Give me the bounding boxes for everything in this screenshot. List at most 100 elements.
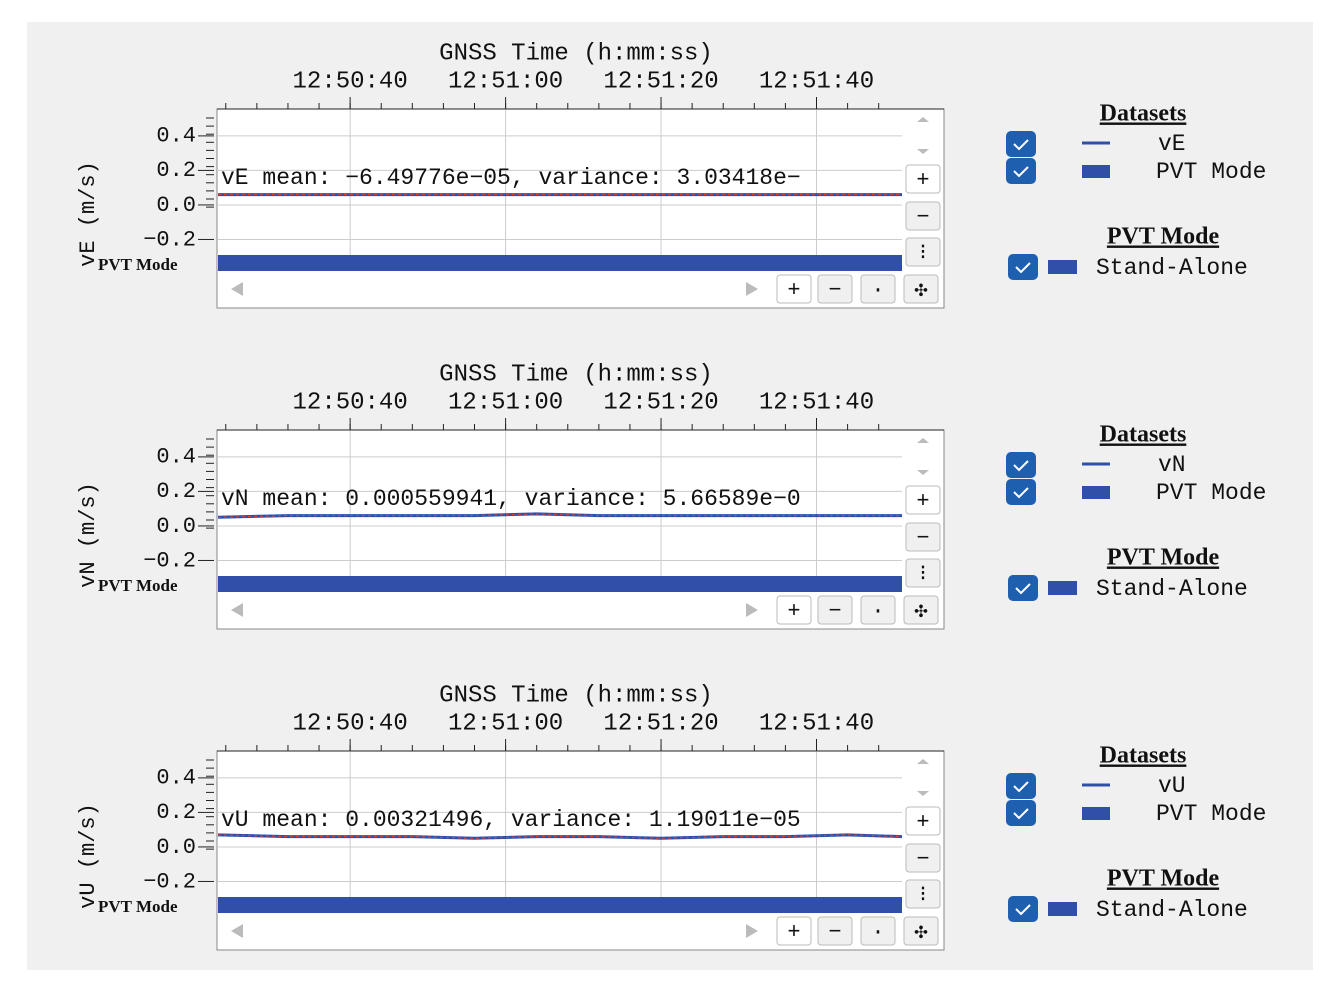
checkbox[interactable] [1006, 479, 1036, 505]
zoom-button[interactable] [817, 274, 853, 304]
zoom-button[interactable] [905, 879, 941, 909]
legend-title: PVT Mode [1107, 545, 1220, 571]
y-tick-label: 0.2 [156, 800, 196, 825]
y-tick-label: 0.0 [156, 514, 196, 539]
zoom-icon: ✣ [914, 920, 927, 945]
y-tick-label: 0.2 [156, 158, 196, 183]
x-tick-label: 12:51:40 [759, 389, 874, 416]
zoom-button[interactable] [903, 916, 939, 946]
legend-label: vN [1158, 452, 1186, 478]
scroll-up[interactable] [917, 438, 929, 443]
zoom-button[interactable] [860, 595, 896, 625]
y-tick-label: −0.2 [143, 548, 196, 573]
zoom-button[interactable] [903, 274, 939, 304]
x-tick-label: 12:50:40 [293, 710, 408, 737]
zoom-icon: ⁝ [920, 562, 927, 587]
zoom-icon: − [828, 599, 841, 624]
scroll-left[interactable] [231, 603, 243, 617]
legend-label: PVT Mode [1156, 801, 1266, 827]
y-tick-label: 0.0 [156, 193, 196, 218]
band-label: PVT Mode [98, 255, 178, 274]
zoom-button[interactable] [905, 164, 941, 194]
zoom-button[interactable] [860, 916, 896, 946]
zoom-icon: ✣ [914, 278, 927, 303]
scroll-left[interactable] [231, 282, 243, 296]
x-tick-label: 12:51:40 [759, 710, 874, 737]
legend-title: PVT Mode [1107, 224, 1220, 250]
check-mark [1013, 487, 1029, 499]
legend-title: PVT Mode [1107, 866, 1220, 892]
zoom-icon: · [871, 920, 884, 945]
scroll-up[interactable] [917, 759, 929, 764]
y-tick-label: −0.2 [143, 869, 196, 894]
legend-swatch [1082, 807, 1110, 820]
scroll-right[interactable] [746, 603, 758, 617]
x-tick-label: 12:50:40 [293, 389, 408, 416]
zoom-icon: − [916, 847, 929, 872]
zoom-button[interactable] [903, 595, 939, 625]
zoom-button[interactable] [905, 806, 941, 836]
checkbox[interactable] [1006, 800, 1036, 826]
plot-panel: GNSS Time (h:mm:ss) 12:50:40 12:51:00 12:51… [76, 361, 1266, 630]
check-mark [1015, 262, 1031, 274]
checkbox[interactable] [1006, 158, 1036, 184]
checkbox[interactable] [1006, 131, 1036, 157]
pvt-band [218, 576, 902, 592]
zoom-icon: − [916, 205, 929, 230]
zoom-button[interactable] [905, 522, 941, 552]
legend-label: Stand-Alone [1096, 255, 1248, 281]
y-tick-label: 0.4 [156, 445, 196, 470]
x-axis-title: GNSS Time (h:mm:ss) [439, 361, 713, 388]
zoom-icon: ✣ [914, 599, 927, 624]
zoom-button[interactable] [817, 595, 853, 625]
zoom-icon: · [871, 278, 884, 303]
y-axis-label: vU (m/s) [76, 803, 101, 909]
zoom-icon: ⁝ [920, 241, 927, 266]
zoom-icon: · [871, 599, 884, 624]
zoom-icon: + [787, 920, 800, 945]
y-tick-label: −0.2 [143, 227, 196, 252]
statistics-annotation: vE mean: −6.49776e−05, variance: 3.03418… [221, 165, 801, 191]
check-mark [1013, 781, 1029, 793]
checkbox[interactable] [1008, 254, 1038, 280]
x-tick-label: 12:50:40 [293, 68, 408, 95]
data-line-overlay [217, 513, 902, 518]
checkbox[interactable] [1006, 773, 1036, 799]
scroll-right[interactable] [746, 924, 758, 938]
x-tick-label: 12:51:20 [603, 710, 718, 737]
scroll-up[interactable] [917, 117, 929, 122]
zoom-button[interactable] [905, 558, 941, 588]
legend-swatch [1048, 581, 1077, 595]
zoom-button[interactable] [817, 916, 853, 946]
zoom-button[interactable] [776, 916, 812, 946]
scroll-down[interactable] [917, 791, 929, 796]
zoom-button[interactable] [905, 843, 941, 873]
checkbox[interactable] [1008, 896, 1038, 922]
scroll-down[interactable] [917, 470, 929, 475]
y-tick-label: 0.0 [156, 835, 196, 860]
checkbox[interactable] [1008, 575, 1038, 601]
check-mark [1013, 808, 1029, 820]
checkbox[interactable] [1006, 452, 1036, 478]
legend-label: PVT Mode [1156, 159, 1266, 185]
zoom-icon: − [916, 526, 929, 551]
zoom-button[interactable] [776, 274, 812, 304]
zoom-button[interactable] [776, 595, 812, 625]
zoom-button[interactable] [905, 237, 941, 267]
legend-title: Datasets [1100, 743, 1187, 769]
scroll-down[interactable] [917, 149, 929, 154]
zoom-button[interactable] [860, 274, 896, 304]
zoom-button[interactable] [905, 485, 941, 515]
zoom-icon: − [828, 278, 841, 303]
check-mark [1013, 460, 1029, 472]
x-tick-label: 12:51:00 [448, 389, 563, 416]
legend-label: vE [1158, 131, 1186, 157]
statistics-annotation: vU mean: 0.00321496, variance: 1.19011e−… [221, 807, 801, 833]
zoom-icon: + [787, 278, 800, 303]
legend-label: Stand-Alone [1096, 897, 1248, 923]
x-tick-label: 12:51:40 [759, 68, 874, 95]
scroll-right[interactable] [746, 282, 758, 296]
y-axis-label: vN (m/s) [76, 482, 101, 588]
zoom-button[interactable] [905, 201, 941, 231]
scroll-left[interactable] [231, 924, 243, 938]
